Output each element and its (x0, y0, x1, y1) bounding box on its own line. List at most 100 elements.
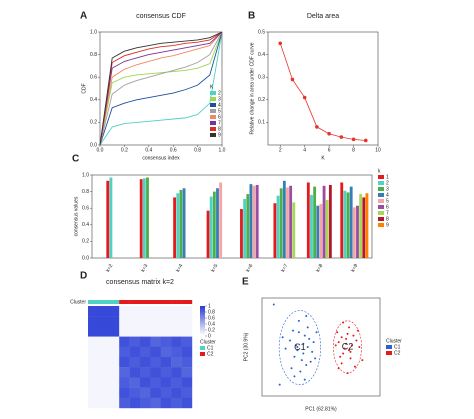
x-tick-label: 0.6 (170, 147, 177, 153)
data-point (312, 341, 315, 344)
y-axis-label: Relative change in area under CDF curve (249, 42, 255, 134)
cluster-annotation (181, 300, 193, 304)
legend-swatch (210, 121, 216, 125)
heatmap-cell (181, 336, 193, 347)
colorbar-label: 0 (208, 333, 211, 339)
plot-frame (267, 31, 379, 146)
heatmap-cell (160, 326, 172, 337)
heatmap-cell (108, 326, 120, 337)
legend-swatch (210, 109, 216, 113)
bar (246, 194, 250, 258)
heatmap-cell (108, 397, 120, 409)
colorbar-label: 1 (208, 303, 211, 309)
y-axis-label: CDF (81, 83, 87, 93)
data-point (293, 355, 296, 358)
heatmap-cell (171, 377, 182, 388)
legend-label: 2 (218, 90, 221, 96)
cluster-annotation (171, 300, 182, 304)
bar (310, 194, 313, 258)
heatmap-cell (108, 316, 120, 327)
legend-label: 8 (218, 126, 221, 132)
data-point (343, 347, 346, 350)
bar (109, 177, 113, 258)
data-line (99, 31, 223, 146)
x-tick-label: 0.4 (145, 147, 152, 153)
legend-title: k (378, 168, 381, 174)
legend-swatch (210, 97, 216, 101)
colorbar-step (200, 328, 205, 331)
data-point (302, 342, 305, 345)
heatmap-cell (119, 367, 130, 378)
y-tick-label: 0.8 (90, 52, 97, 58)
legend-swatch (386, 345, 392, 349)
heatmap-cell (160, 357, 172, 368)
heatmap-cell (160, 306, 172, 317)
y-tick-label: 0.6 (82, 206, 89, 212)
heatmap-cell (108, 336, 120, 347)
y-tick-label: 1.0 (82, 172, 89, 178)
heatmap-cell (119, 306, 130, 317)
data-line (99, 31, 223, 146)
x-tick-label: k=8 (315, 263, 324, 273)
cluster-annotation (140, 300, 151, 304)
colorbar-step (200, 331, 205, 334)
data-point (337, 367, 340, 370)
x-tick-label: 6 (328, 147, 331, 153)
data-point (290, 77, 295, 82)
colorbar-step (200, 321, 205, 323)
cluster-title: Cluster (70, 299, 86, 305)
data-line (99, 31, 223, 146)
bar (282, 180, 286, 258)
x-tick-label: k=3 (140, 263, 149, 273)
legend-label: 4 (386, 192, 389, 198)
legend-label: 5 (386, 198, 389, 204)
data-point (303, 378, 306, 381)
data-point (293, 375, 296, 378)
bar (106, 180, 110, 258)
data-line (99, 31, 223, 146)
bar (273, 203, 277, 258)
bar (319, 204, 323, 258)
x-axis-label: K (321, 155, 325, 161)
cluster-ellipse (278, 310, 321, 385)
bar (182, 188, 186, 258)
bar (176, 193, 180, 258)
heatmap-cell (129, 336, 141, 347)
y-tick-label: 0.4 (82, 222, 89, 228)
data-point (296, 349, 299, 352)
legend-swatch (210, 91, 216, 95)
heatmap-cell (129, 357, 141, 368)
y-tick-label: 0.2 (258, 97, 265, 103)
bar (325, 199, 329, 258)
heatmap-cell (88, 357, 99, 368)
bar (316, 205, 320, 258)
x-tick-label: k=7 (280, 263, 289, 273)
x-tick-label: 0.2 (121, 147, 128, 153)
y-tick-label: 0.8 (82, 189, 89, 195)
heatmap-cell (160, 346, 172, 358)
data-point (340, 336, 343, 339)
data-point (349, 357, 352, 360)
data-point (346, 372, 349, 375)
heatmap-cell (160, 397, 172, 409)
bar (216, 188, 219, 258)
heatmap-cell (181, 357, 193, 368)
data-point (296, 346, 299, 348)
heatmap-cell (108, 306, 120, 317)
bar (322, 185, 326, 258)
heatmap-cell (88, 387, 99, 398)
heatmap-cell (98, 357, 109, 368)
heatmap-cell (160, 377, 172, 388)
data-point (339, 135, 344, 139)
data-point (309, 360, 312, 363)
bar (362, 197, 366, 258)
data-point (355, 339, 358, 342)
heatmap-cell (88, 377, 99, 388)
heatmap-cell (129, 306, 141, 317)
data-point (345, 342, 348, 345)
data-point (299, 370, 302, 373)
plot-frame (91, 174, 373, 259)
data-point (339, 355, 342, 358)
data-point (315, 331, 318, 334)
legend-swatch (210, 127, 216, 131)
